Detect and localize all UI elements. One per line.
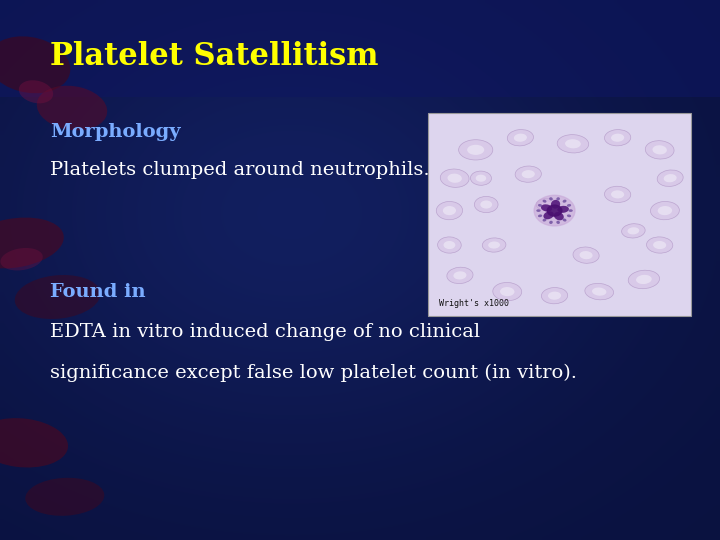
Ellipse shape <box>538 204 542 207</box>
Ellipse shape <box>441 169 469 187</box>
Ellipse shape <box>448 174 462 183</box>
Ellipse shape <box>557 206 569 213</box>
Ellipse shape <box>562 219 567 221</box>
Ellipse shape <box>541 204 552 212</box>
Ellipse shape <box>15 275 100 319</box>
Ellipse shape <box>522 170 535 178</box>
Ellipse shape <box>515 166 541 183</box>
Ellipse shape <box>544 211 554 219</box>
Text: Wright's x1000: Wright's x1000 <box>439 299 509 308</box>
Ellipse shape <box>629 270 660 289</box>
Ellipse shape <box>25 478 104 516</box>
Ellipse shape <box>557 221 560 224</box>
Ellipse shape <box>543 200 546 202</box>
Ellipse shape <box>645 141 674 159</box>
Ellipse shape <box>605 186 631 202</box>
Text: Morphology: Morphology <box>50 123 181 141</box>
Ellipse shape <box>514 133 527 142</box>
Ellipse shape <box>0 218 64 268</box>
Ellipse shape <box>438 237 462 253</box>
Ellipse shape <box>657 206 672 215</box>
Text: Found in: Found in <box>50 282 146 301</box>
Text: Platelet Satellitism: Platelet Satellitism <box>50 41 379 72</box>
Ellipse shape <box>538 214 542 217</box>
Text: EDTA in vitro induced change of no clinical: EDTA in vitro induced change of no clini… <box>50 323 480 341</box>
Ellipse shape <box>536 210 541 212</box>
Ellipse shape <box>580 251 593 259</box>
Ellipse shape <box>492 282 522 301</box>
Ellipse shape <box>541 201 552 207</box>
Ellipse shape <box>474 197 498 213</box>
Ellipse shape <box>454 271 467 280</box>
Ellipse shape <box>568 210 573 212</box>
Ellipse shape <box>488 241 500 248</box>
Ellipse shape <box>621 224 645 238</box>
Ellipse shape <box>592 287 606 296</box>
Ellipse shape <box>647 237 672 253</box>
Ellipse shape <box>653 241 666 249</box>
Ellipse shape <box>573 247 599 264</box>
Text: significance except false low platelet count (in vitro).: significance except false low platelet c… <box>50 363 577 382</box>
Ellipse shape <box>565 139 581 148</box>
Ellipse shape <box>554 212 564 220</box>
Ellipse shape <box>543 219 546 221</box>
Ellipse shape <box>628 227 639 234</box>
Ellipse shape <box>650 201 680 220</box>
Ellipse shape <box>557 197 560 200</box>
FancyBboxPatch shape <box>0 0 720 97</box>
Ellipse shape <box>459 140 492 160</box>
Circle shape <box>547 205 562 216</box>
Ellipse shape <box>567 214 571 217</box>
Ellipse shape <box>551 200 560 208</box>
Text: Platelets clumped around neutrophils.: Platelets clumped around neutrophils. <box>50 161 430 179</box>
Ellipse shape <box>443 206 456 215</box>
Ellipse shape <box>467 145 485 155</box>
Ellipse shape <box>611 190 624 199</box>
Ellipse shape <box>470 171 492 185</box>
Ellipse shape <box>447 267 473 284</box>
Ellipse shape <box>19 80 53 103</box>
Ellipse shape <box>636 275 652 284</box>
Circle shape <box>534 195 575 226</box>
Ellipse shape <box>611 133 624 142</box>
Ellipse shape <box>652 145 667 154</box>
Ellipse shape <box>1 248 42 271</box>
Ellipse shape <box>585 284 613 300</box>
Ellipse shape <box>500 287 515 296</box>
Ellipse shape <box>557 134 589 153</box>
Ellipse shape <box>37 86 107 130</box>
Ellipse shape <box>605 130 631 146</box>
Ellipse shape <box>508 130 534 146</box>
Ellipse shape <box>549 197 553 200</box>
Ellipse shape <box>536 199 557 211</box>
Ellipse shape <box>476 174 486 182</box>
Ellipse shape <box>567 204 571 207</box>
Ellipse shape <box>0 418 68 468</box>
Ellipse shape <box>436 201 462 220</box>
Ellipse shape <box>562 200 567 202</box>
Ellipse shape <box>664 174 677 183</box>
Ellipse shape <box>541 287 567 304</box>
Ellipse shape <box>657 170 683 186</box>
FancyBboxPatch shape <box>428 113 691 316</box>
Ellipse shape <box>482 238 506 252</box>
Ellipse shape <box>0 36 71 93</box>
Ellipse shape <box>444 241 455 249</box>
Ellipse shape <box>480 200 492 208</box>
Ellipse shape <box>548 292 561 300</box>
Ellipse shape <box>549 221 553 224</box>
